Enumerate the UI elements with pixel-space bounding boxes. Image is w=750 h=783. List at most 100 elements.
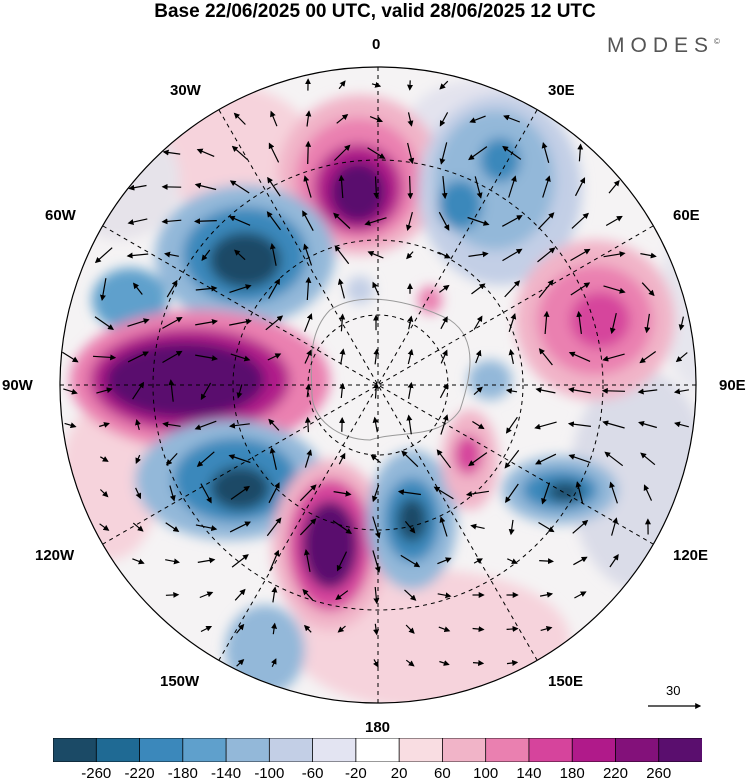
wind-vector (506, 659, 519, 666)
wind-vector (609, 481, 618, 504)
wind-vector (373, 623, 380, 636)
wind-vector (269, 447, 277, 470)
wind-vector (505, 387, 518, 394)
wind-vector (643, 484, 653, 501)
wind-vector (574, 177, 586, 197)
wind-vector (440, 316, 448, 330)
wind-vector (538, 279, 554, 298)
wind-vector (439, 112, 449, 127)
wind-vector (540, 625, 553, 632)
wind-vector (440, 349, 448, 364)
wind-vector (574, 591, 587, 599)
wind-vector (94, 247, 113, 264)
wind-vector (675, 352, 688, 363)
wind-vector (407, 315, 414, 330)
wind-vector (304, 416, 311, 433)
colorbar-tick-label: -60 (301, 765, 324, 782)
wind-vector (168, 379, 175, 402)
wind-vector (333, 490, 352, 497)
wind-vector (542, 175, 551, 198)
wind-vector (304, 449, 313, 468)
wind-vector (336, 551, 348, 572)
wind-vector (228, 454, 251, 464)
wind-vector (609, 312, 617, 335)
brand-logo: MODES© (607, 34, 720, 58)
wind-vector (304, 349, 312, 364)
wind-vector (339, 313, 346, 332)
wind-vector (228, 215, 251, 226)
wind-vector (535, 387, 556, 394)
wind-vector (407, 348, 414, 365)
wind-vector (229, 180, 250, 194)
colorbar-tick-label: 140 (516, 765, 542, 782)
brand-mark: © (714, 37, 720, 46)
wind-vector (372, 416, 379, 433)
wind-vector (271, 658, 277, 668)
wind-vector (337, 625, 346, 633)
wind-vector (472, 626, 485, 633)
colorbar-swatch (312, 738, 357, 762)
wind-vector (271, 586, 278, 603)
wind-vector (305, 140, 312, 165)
meridians (60, 67, 696, 703)
wind-vector (475, 349, 482, 364)
wind-vector (371, 81, 382, 88)
wind-vectors (62, 78, 690, 668)
wind-vector (63, 388, 78, 395)
wind-vector (194, 420, 217, 430)
wind-vector (469, 115, 486, 123)
wind-vector (231, 145, 248, 160)
wind-vector (439, 383, 449, 399)
wind-vector (373, 382, 380, 399)
wind-vector (335, 590, 349, 601)
colorbar-tick-label: -180 (167, 765, 198, 782)
wind-vector (508, 519, 515, 536)
wind-vector (611, 517, 618, 536)
wind-vector (195, 318, 218, 326)
wind-vector (132, 381, 145, 400)
lon-label-90w: 90W (2, 377, 33, 394)
wind-vector (537, 212, 555, 230)
lon-label-180: 180 (365, 719, 391, 736)
wind-vector (372, 281, 380, 296)
wind-vector (471, 283, 486, 295)
wind-vector (539, 558, 554, 565)
wind-vector (568, 454, 591, 464)
wind-vector (543, 310, 550, 335)
wind-vector (401, 450, 419, 468)
wind-vector (370, 454, 381, 464)
wind-vector (404, 589, 417, 601)
wind-vector (303, 549, 311, 572)
wind-vector (234, 588, 246, 601)
wind-vector (506, 625, 519, 632)
wind-vector (200, 483, 212, 504)
brand-text: MODES (607, 34, 715, 57)
wind-vector (439, 516, 448, 537)
wind-vector (609, 554, 619, 568)
wind-vector (433, 486, 454, 500)
wind-vector (305, 276, 312, 301)
wind-vector (233, 112, 246, 125)
wind-vector (64, 422, 77, 429)
wind-vector (439, 142, 448, 165)
wind-vector (468, 251, 489, 258)
wind-vector (302, 210, 314, 231)
wind-vector (541, 142, 550, 163)
wind-vector (99, 422, 110, 428)
lon-label-150e: 150E (548, 673, 584, 690)
wind-vector (200, 382, 212, 401)
wind-vector (440, 414, 449, 435)
wind-vector (367, 147, 386, 159)
lon-label-30w: 30W (170, 82, 201, 99)
wind-vector (438, 211, 450, 231)
wind-vector (337, 278, 345, 299)
wind-vector (99, 456, 109, 462)
wind-vector (637, 388, 658, 395)
wind-vector (268, 142, 280, 163)
wind-vector (269, 243, 277, 266)
wind-vector (502, 215, 523, 227)
wind-vector (268, 482, 280, 504)
lon-label-30e: 30E (548, 82, 575, 99)
wind-vector (603, 251, 626, 258)
wind-vector (195, 524, 218, 532)
